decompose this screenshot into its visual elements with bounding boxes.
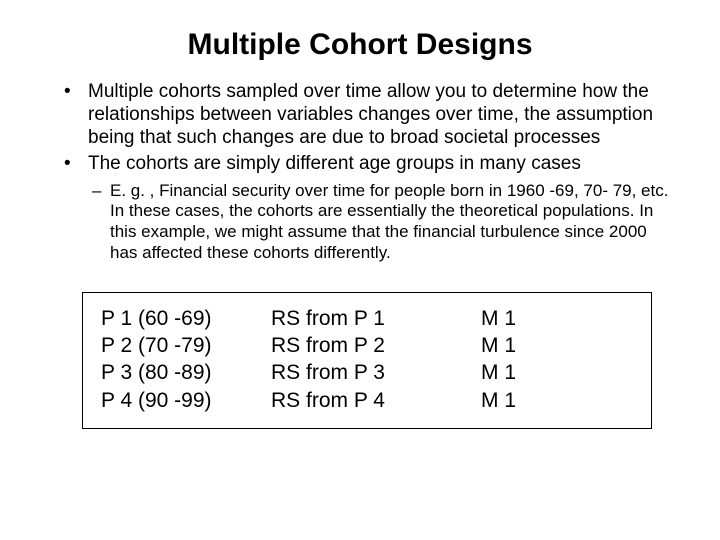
table-row: P 3 (80 -89) RS from P 3 M 1: [101, 359, 633, 386]
cell-population: P 1 (60 -69): [101, 305, 271, 332]
cell-rs: RS from P 3: [271, 359, 481, 386]
cell-rs: RS from P 1: [271, 305, 481, 332]
cell-population: P 2 (70 -79): [101, 332, 271, 359]
slide: Multiple Cohort Designs Multiple cohorts…: [0, 0, 720, 540]
table-row: P 4 (90 -99) RS from P 4 M 1: [101, 387, 633, 414]
bullet-item: Multiple cohorts sampled over time allow…: [64, 80, 672, 150]
bullet-list: Multiple cohorts sampled over time allow…: [48, 80, 672, 175]
table-row: P 1 (60 -69) RS from P 1 M 1: [101, 305, 633, 332]
sub-bullet-list: E. g. , Financial security over time for…: [48, 181, 672, 264]
cell-m: M 1: [481, 305, 541, 332]
cell-m: M 1: [481, 359, 541, 386]
cell-population: P 3 (80 -89): [101, 359, 271, 386]
cohort-table: P 1 (60 -69) RS from P 1 M 1 P 2 (70 -79…: [82, 292, 652, 429]
cell-rs: RS from P 4: [271, 387, 481, 414]
cell-m: M 1: [481, 387, 541, 414]
cell-m: M 1: [481, 332, 541, 359]
slide-title: Multiple Cohort Designs: [48, 28, 672, 62]
cell-rs: RS from P 2: [271, 332, 481, 359]
table-row: P 2 (70 -79) RS from P 2 M 1: [101, 332, 633, 359]
cell-population: P 4 (90 -99): [101, 387, 271, 414]
sub-bullet-item: E. g. , Financial security over time for…: [92, 181, 672, 264]
bullet-item: The cohorts are simply different age gro…: [64, 152, 672, 175]
